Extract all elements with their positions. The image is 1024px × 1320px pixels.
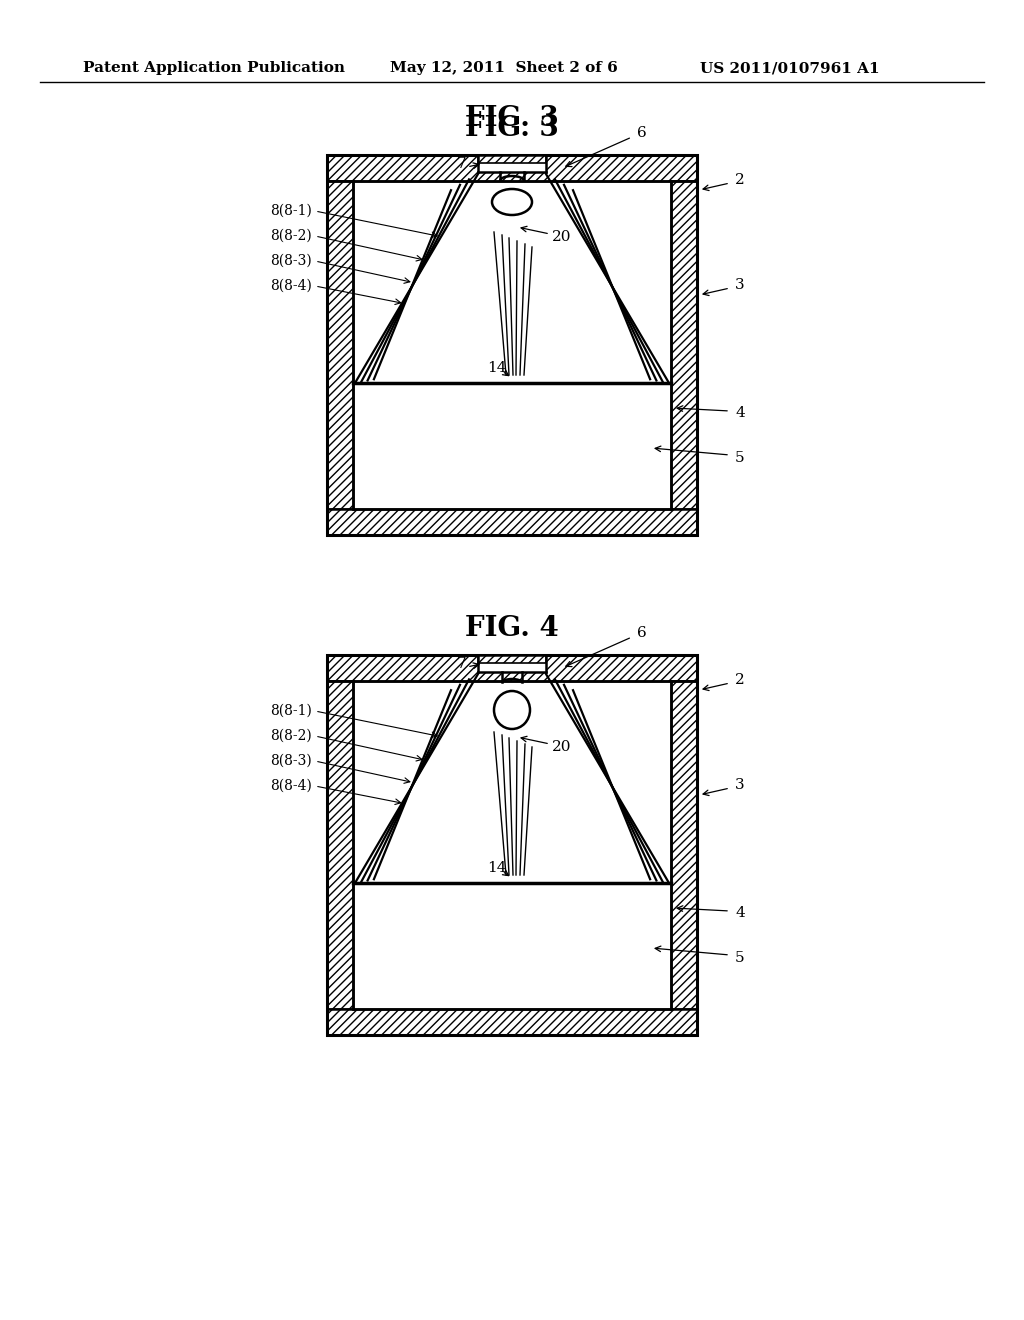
Text: 8(8-4): 8(8-4) — [270, 279, 312, 293]
Text: 6: 6 — [637, 125, 647, 140]
Text: 5: 5 — [735, 451, 744, 465]
Text: FIG. 4: FIG. 4 — [465, 615, 559, 642]
Text: 14: 14 — [487, 861, 507, 875]
Text: Patent Application Publication: Patent Application Publication — [83, 61, 345, 75]
Text: 8(8-1): 8(8-1) — [270, 205, 312, 218]
Text: 14: 14 — [487, 360, 507, 375]
Text: 2: 2 — [735, 673, 744, 686]
Bar — [478, 154, 546, 172]
Bar — [327, 681, 353, 1008]
Text: May 12, 2011  Sheet 2 of 6: May 12, 2011 Sheet 2 of 6 — [390, 61, 617, 75]
Text: 4: 4 — [735, 407, 744, 420]
Text: 8(8-2): 8(8-2) — [270, 228, 312, 243]
Text: 8(8-3): 8(8-3) — [270, 754, 312, 768]
Text: 8(8-3): 8(8-3) — [270, 253, 312, 268]
Text: 2: 2 — [735, 173, 744, 187]
Ellipse shape — [494, 690, 530, 729]
Text: 5: 5 — [735, 950, 744, 965]
Text: 20: 20 — [552, 230, 571, 244]
Text: FIG. 3: FIG. 3 — [465, 115, 559, 141]
Bar — [327, 181, 353, 510]
Bar — [327, 1008, 697, 1035]
Text: 3: 3 — [735, 279, 744, 292]
Bar — [327, 154, 697, 535]
Text: 4: 4 — [735, 906, 744, 920]
Bar — [671, 681, 697, 1008]
Text: US 2011/0107961 A1: US 2011/0107961 A1 — [700, 61, 880, 75]
Bar — [327, 154, 697, 181]
Bar — [327, 655, 697, 1035]
Bar — [478, 154, 546, 162]
Text: 7: 7 — [457, 157, 467, 172]
Text: 8(8-4): 8(8-4) — [270, 779, 312, 793]
Text: 7: 7 — [457, 657, 467, 671]
Text: 3: 3 — [735, 777, 744, 792]
Ellipse shape — [492, 189, 532, 215]
Text: 8(8-1): 8(8-1) — [270, 704, 312, 718]
Bar — [327, 510, 697, 535]
Text: 6: 6 — [637, 626, 647, 640]
Text: FIG. 3: FIG. 3 — [465, 104, 559, 132]
Text: 20: 20 — [552, 741, 571, 754]
Text: 8(8-2): 8(8-2) — [270, 729, 312, 743]
Bar — [327, 655, 697, 681]
Bar — [671, 181, 697, 510]
Bar — [478, 655, 546, 672]
Bar — [478, 655, 546, 663]
